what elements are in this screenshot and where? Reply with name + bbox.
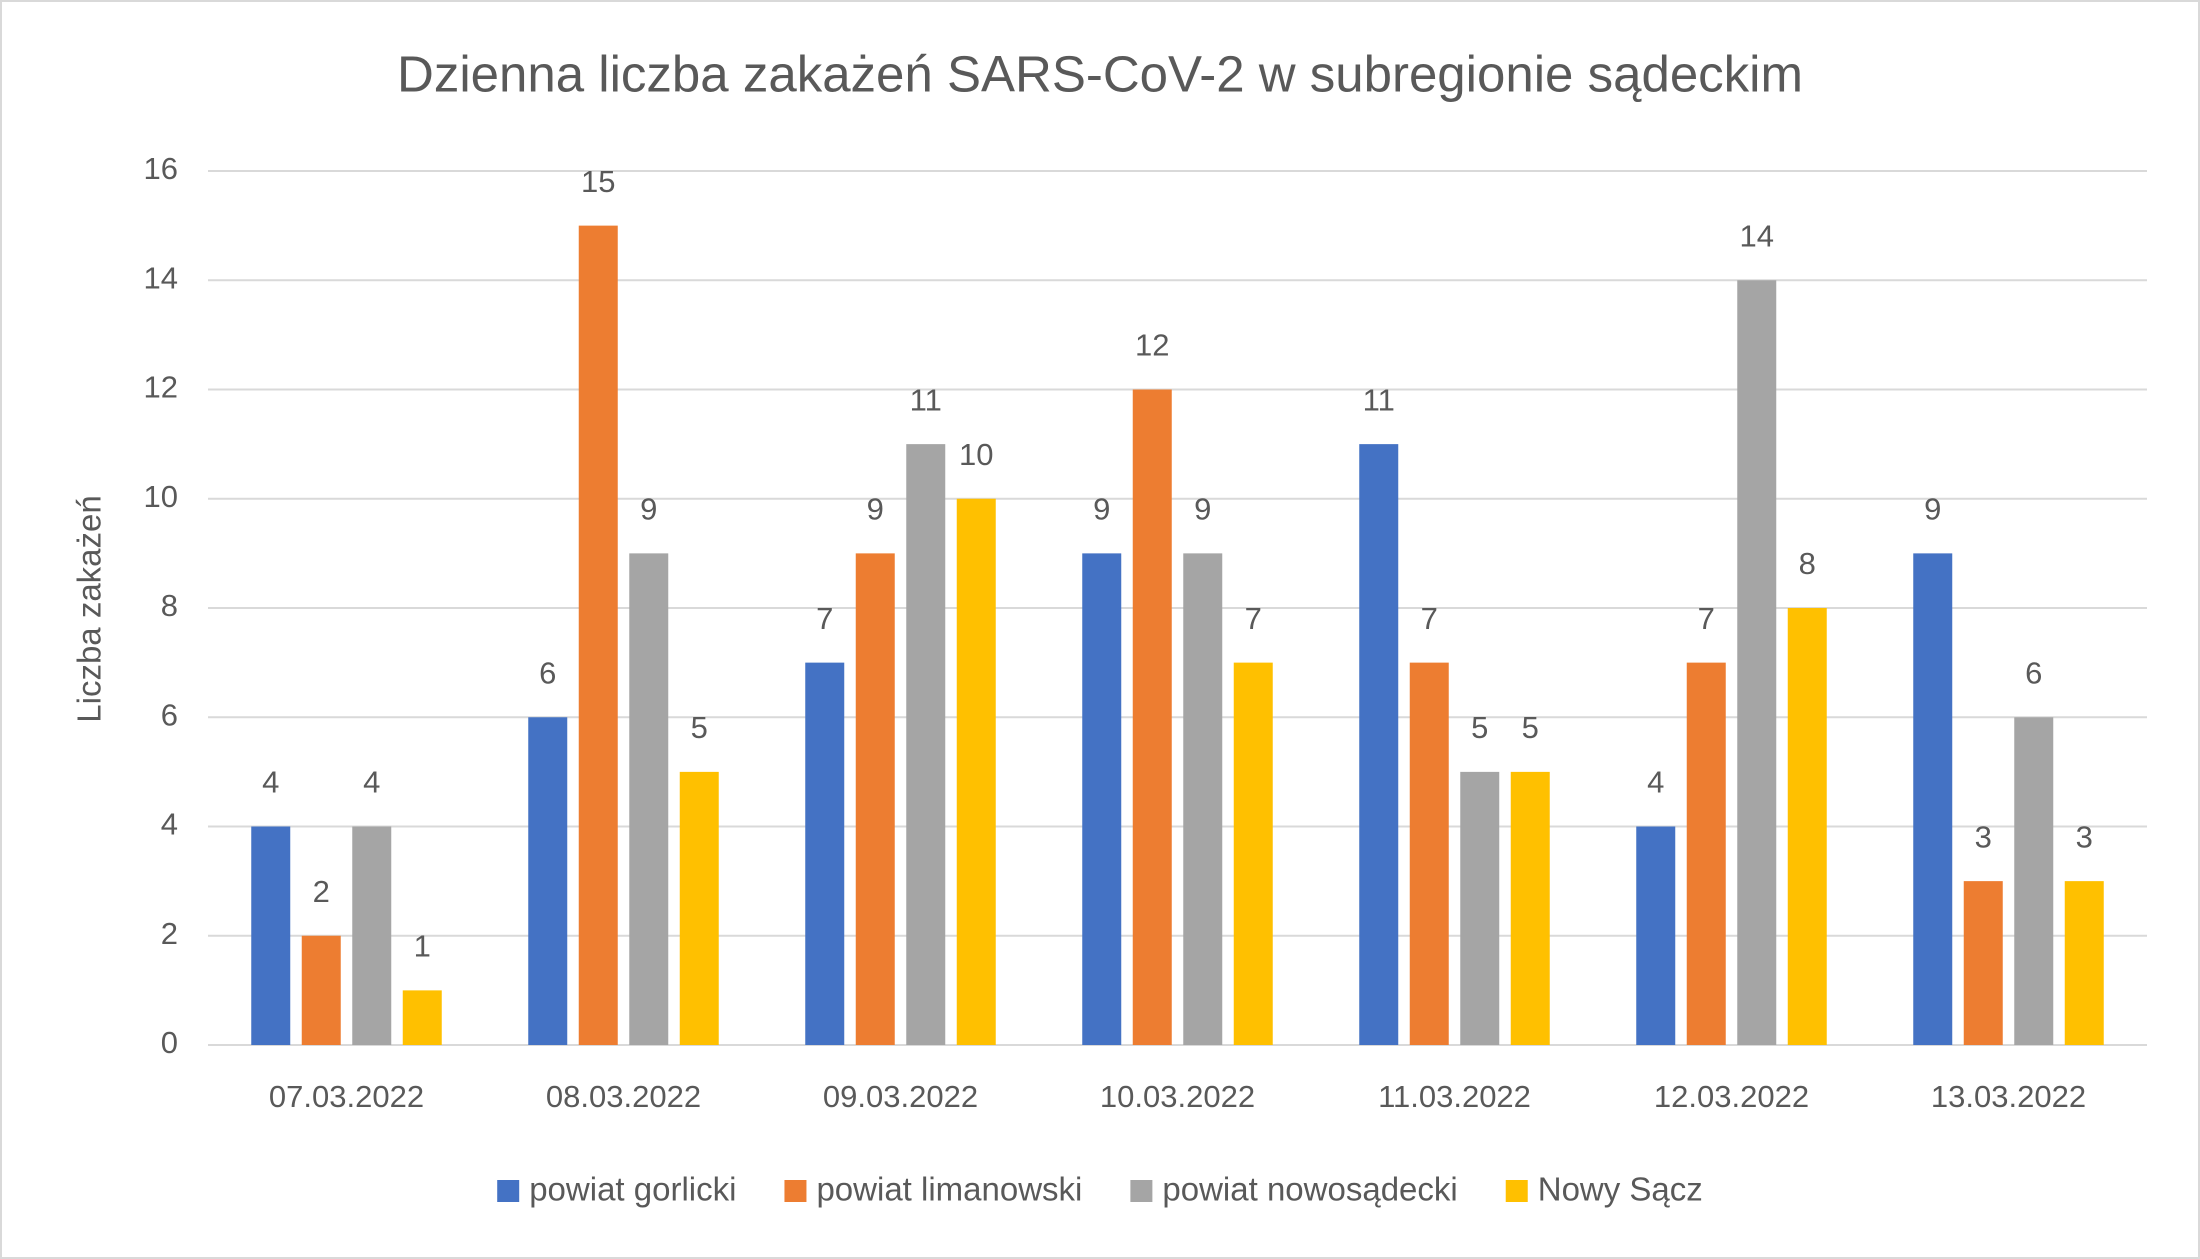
bar xyxy=(528,717,568,1045)
bar xyxy=(629,553,669,1045)
bar xyxy=(1132,389,1172,1045)
x-tick-label: 10.03.2022 xyxy=(1100,1079,1255,1114)
chart-title: Dzienna liczba zakażeń SARS-CoV-2 w subr… xyxy=(397,45,1803,102)
legend-swatch xyxy=(1130,1180,1153,1202)
data-label: 8 xyxy=(1799,546,1816,581)
bar xyxy=(1636,826,1676,1045)
legend-label: Nowy Sącz xyxy=(1538,1171,1703,1208)
data-label: 9 xyxy=(867,492,884,527)
data-label: 15 xyxy=(581,164,615,199)
data-label: 4 xyxy=(262,765,279,800)
bar xyxy=(251,826,291,1045)
data-label: 7 xyxy=(1245,601,1262,636)
legend-swatch xyxy=(784,1180,807,1202)
x-tick-label: 09.03.2022 xyxy=(823,1079,978,1114)
bar xyxy=(1787,608,1827,1045)
bar xyxy=(1963,881,2003,1045)
bar xyxy=(956,498,996,1045)
data-label: 14 xyxy=(1740,218,1774,253)
data-label: 1 xyxy=(414,929,431,964)
data-label: 5 xyxy=(691,710,708,745)
bar xyxy=(805,662,845,1045)
bar xyxy=(1183,553,1223,1045)
data-label: 5 xyxy=(1471,710,1488,745)
data-label: 7 xyxy=(816,601,833,636)
data-label: 4 xyxy=(363,765,380,800)
data-label: 6 xyxy=(539,655,556,690)
x-tick-label: 11.03.2022 xyxy=(1378,1079,1531,1114)
bar xyxy=(1913,553,1953,1045)
data-label: 9 xyxy=(1093,492,1110,527)
bar xyxy=(1082,553,1122,1045)
bar xyxy=(2014,717,2054,1045)
y-tick-label: 12 xyxy=(144,370,178,405)
data-label: 7 xyxy=(1698,601,1715,636)
x-tick-label: 12.03.2022 xyxy=(1654,1079,1809,1114)
bar xyxy=(1359,444,1399,1045)
data-label: 11 xyxy=(910,382,942,417)
data-label: 3 xyxy=(1975,819,1992,854)
data-label: 3 xyxy=(2076,819,2093,854)
y-tick-label: 4 xyxy=(161,807,178,842)
data-label: 12 xyxy=(1135,328,1169,363)
x-tick-label: 07.03.2022 xyxy=(269,1079,424,1114)
bar xyxy=(1409,662,1449,1045)
legend-label: powiat limanowski xyxy=(816,1171,1082,1208)
data-label: 9 xyxy=(1194,492,1211,527)
data-label: 2 xyxy=(313,874,330,909)
legend-swatch xyxy=(497,1180,520,1202)
x-tick-label: 08.03.2022 xyxy=(546,1079,701,1114)
bar xyxy=(301,935,341,1045)
data-label: 9 xyxy=(1924,492,1941,527)
bar xyxy=(679,771,719,1045)
legend-label: powiat nowosądecki xyxy=(1162,1171,1457,1208)
y-tick-label: 16 xyxy=(144,151,178,186)
legend-label: powiat gorlicki xyxy=(529,1171,736,1208)
bar xyxy=(1737,280,1777,1045)
data-label: 7 xyxy=(1421,601,1438,636)
data-label: 9 xyxy=(640,492,657,527)
bar xyxy=(1686,662,1726,1045)
bar xyxy=(1233,662,1273,1045)
bar xyxy=(1510,771,1550,1045)
y-axis-label: Liczba zakażeń xyxy=(71,495,108,722)
data-label: 5 xyxy=(1522,710,1539,745)
y-tick-label: 14 xyxy=(144,260,178,295)
bar xyxy=(402,990,442,1045)
x-tick-label: 13.03.2022 xyxy=(1931,1079,2086,1114)
bar xyxy=(855,553,895,1045)
bar xyxy=(352,826,392,1045)
bar xyxy=(2064,881,2104,1045)
data-label: 4 xyxy=(1647,765,1664,800)
y-tick-label: 0 xyxy=(161,1025,178,1060)
data-label: 6 xyxy=(2025,655,2042,690)
y-tick-label: 6 xyxy=(161,697,178,732)
legend-swatch xyxy=(1505,1180,1528,1202)
data-label: 10 xyxy=(959,437,993,472)
y-tick-label: 10 xyxy=(144,479,178,514)
y-tick-label: 2 xyxy=(161,916,178,951)
bar xyxy=(1460,771,1500,1045)
y-tick-label: 8 xyxy=(161,588,178,623)
bar xyxy=(906,444,946,1045)
bar xyxy=(578,225,618,1045)
data-label: 11 xyxy=(1363,382,1395,417)
